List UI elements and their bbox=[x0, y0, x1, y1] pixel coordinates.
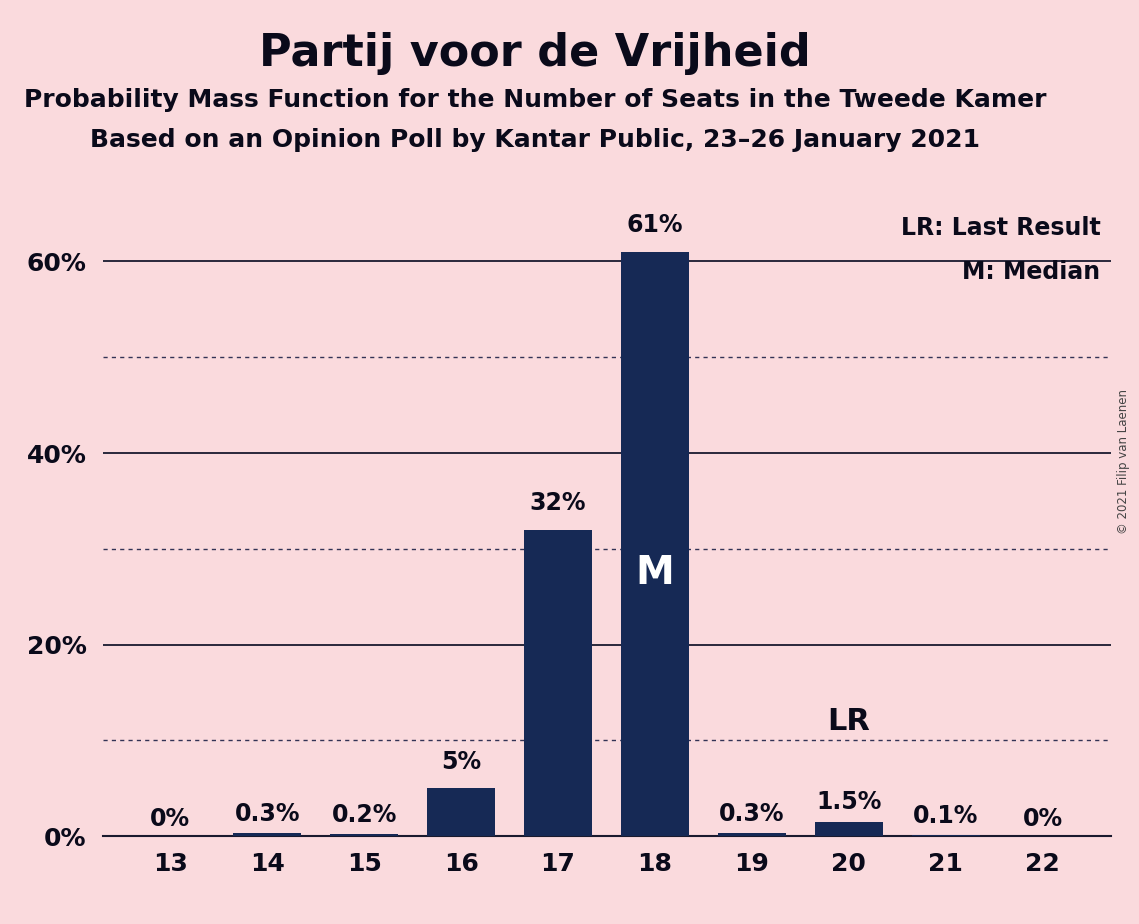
Text: 32%: 32% bbox=[530, 492, 587, 516]
Text: Based on an Opinion Poll by Kantar Public, 23–26 January 2021: Based on an Opinion Poll by Kantar Publi… bbox=[90, 128, 981, 152]
Text: M: M bbox=[636, 554, 674, 592]
Bar bbox=[718, 833, 786, 836]
Text: 0.3%: 0.3% bbox=[235, 802, 300, 826]
Text: Probability Mass Function for the Number of Seats in the Tweede Kamer: Probability Mass Function for the Number… bbox=[24, 88, 1047, 112]
Text: 61%: 61% bbox=[626, 213, 683, 237]
Text: Partij voor de Vrijheid: Partij voor de Vrijheid bbox=[260, 32, 811, 76]
Text: 0.1%: 0.1% bbox=[913, 804, 978, 828]
Text: 5%: 5% bbox=[441, 750, 481, 774]
Text: 1.5%: 1.5% bbox=[817, 790, 882, 814]
Bar bbox=[233, 833, 301, 836]
Bar bbox=[427, 788, 495, 836]
Text: LR: LR bbox=[827, 707, 870, 736]
Text: 0%: 0% bbox=[1023, 808, 1063, 832]
Text: LR: Last Result: LR: Last Result bbox=[901, 216, 1100, 240]
Text: © 2021 Filip van Laenen: © 2021 Filip van Laenen bbox=[1117, 390, 1130, 534]
Text: 0.2%: 0.2% bbox=[331, 803, 396, 827]
Bar bbox=[912, 835, 980, 836]
Bar bbox=[814, 821, 883, 836]
Bar bbox=[524, 529, 592, 836]
Bar bbox=[621, 252, 689, 836]
Text: M: Median: M: Median bbox=[962, 260, 1100, 284]
Text: 0%: 0% bbox=[150, 808, 190, 832]
Text: 0.3%: 0.3% bbox=[719, 802, 785, 826]
Bar bbox=[330, 834, 399, 836]
